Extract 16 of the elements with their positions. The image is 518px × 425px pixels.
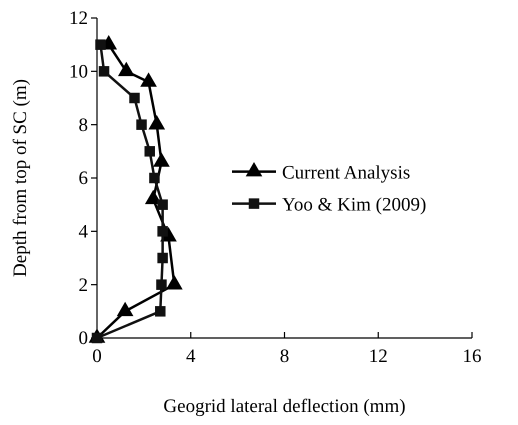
y-axis-title: Depth from top of SC (m)	[10, 79, 31, 277]
legend-label: Current Analysis	[282, 162, 410, 184]
legend-label: Yoo & Kim (2009)	[282, 194, 426, 216]
x-tick-label: 4	[186, 346, 196, 367]
y-tick-label: 0	[78, 328, 88, 350]
y-tick-label: 10	[69, 61, 88, 82]
y-tick-label: 6	[78, 168, 88, 190]
x-axis-title: Geogrid lateral deflection (mm)	[163, 396, 406, 417]
y-tick-label: 4	[78, 221, 88, 242]
y-tick-label: 8	[78, 114, 88, 136]
x-tick-label: 16	[462, 346, 482, 367]
x-tick-label: 0	[92, 346, 102, 367]
y-tick-label: 2	[78, 274, 88, 296]
x-tick-label: 12	[368, 346, 388, 367]
x-tick-label: 8	[280, 346, 290, 367]
y-tick-label: 12	[69, 8, 88, 30]
